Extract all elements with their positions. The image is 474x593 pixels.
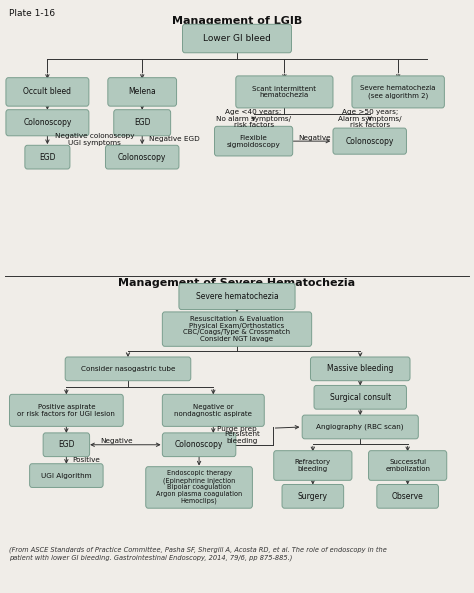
Text: Colonoscopy: Colonoscopy xyxy=(118,152,166,162)
Text: Colonoscopy: Colonoscopy xyxy=(346,136,394,146)
Text: Melena: Melena xyxy=(128,87,156,97)
FancyBboxPatch shape xyxy=(368,451,447,480)
FancyBboxPatch shape xyxy=(108,78,176,106)
Text: Positive: Positive xyxy=(72,457,100,463)
FancyBboxPatch shape xyxy=(162,433,236,457)
FancyBboxPatch shape xyxy=(274,451,352,480)
Text: Management of Severe Hematochezia: Management of Severe Hematochezia xyxy=(118,278,356,288)
Text: EGD: EGD xyxy=(58,440,74,449)
FancyBboxPatch shape xyxy=(105,145,179,169)
FancyBboxPatch shape xyxy=(236,76,333,108)
Text: Age <40 years;
No alarm symptoms/
risk factors: Age <40 years; No alarm symptoms/ risk f… xyxy=(216,109,291,128)
Text: UGI Algorithm: UGI Algorithm xyxy=(41,473,91,479)
FancyBboxPatch shape xyxy=(6,78,89,106)
FancyBboxPatch shape xyxy=(146,467,252,508)
Text: Refractory
bleeding: Refractory bleeding xyxy=(295,459,331,472)
FancyBboxPatch shape xyxy=(377,484,438,508)
FancyBboxPatch shape xyxy=(302,415,418,439)
Text: Successful
embolization: Successful embolization xyxy=(385,459,430,472)
Text: Surgery: Surgery xyxy=(298,492,328,501)
FancyBboxPatch shape xyxy=(314,385,406,409)
FancyBboxPatch shape xyxy=(282,484,344,508)
Text: Plate 1-16: Plate 1-16 xyxy=(9,9,55,18)
FancyBboxPatch shape xyxy=(30,464,103,487)
FancyBboxPatch shape xyxy=(352,76,444,108)
Text: Scant intermittent
hematochezia: Scant intermittent hematochezia xyxy=(252,85,317,98)
Text: Resuscitation & Evaluation
Physical Exam/Orthostatics
CBC/Coags/Type & Crossmatc: Resuscitation & Evaluation Physical Exam… xyxy=(183,316,291,342)
Text: Negative: Negative xyxy=(299,135,331,141)
Text: Age >50 years;
Alarm symptoms/
risk factors: Age >50 years; Alarm symptoms/ risk fact… xyxy=(338,109,401,128)
Text: Negative: Negative xyxy=(100,438,132,444)
Text: EGD: EGD xyxy=(134,118,150,127)
FancyBboxPatch shape xyxy=(310,357,410,381)
Text: Flexible
sigmoidoscopy: Flexible sigmoidoscopy xyxy=(227,135,281,148)
Text: Colonoscopy: Colonoscopy xyxy=(175,440,223,449)
Text: Purge prep: Purge prep xyxy=(217,426,257,432)
Text: Lower GI bleed: Lower GI bleed xyxy=(203,34,271,43)
Text: Positive aspirate
or risk factors for UGI lesion: Positive aspirate or risk factors for UG… xyxy=(18,404,115,417)
FancyBboxPatch shape xyxy=(162,394,264,426)
FancyBboxPatch shape xyxy=(162,312,311,346)
Text: Massive bleeding: Massive bleeding xyxy=(327,364,393,374)
Text: Severe hematochezia: Severe hematochezia xyxy=(196,292,278,301)
FancyBboxPatch shape xyxy=(6,110,89,136)
Text: Occult bleed: Occult bleed xyxy=(23,87,72,97)
FancyBboxPatch shape xyxy=(182,24,292,53)
Text: Persistent
bleeding: Persistent bleeding xyxy=(224,431,260,444)
FancyBboxPatch shape xyxy=(9,394,123,426)
FancyBboxPatch shape xyxy=(25,145,70,169)
Text: (From ASCE Standards of Practice Committee, Pasha SF, Shergill A, Acosta RD, et : (From ASCE Standards of Practice Committ… xyxy=(9,547,387,562)
Text: EGD: EGD xyxy=(39,152,55,162)
Text: Negative or
nondagnostic aspirate: Negative or nondagnostic aspirate xyxy=(174,404,252,417)
Text: Management of LGIB: Management of LGIB xyxy=(172,16,302,25)
Text: Observe: Observe xyxy=(392,492,423,501)
FancyBboxPatch shape xyxy=(179,283,295,310)
FancyBboxPatch shape xyxy=(65,357,191,381)
Text: Colonoscopy: Colonoscopy xyxy=(23,118,72,127)
Text: Negative colonoscopy
UGI symptoms: Negative colonoscopy UGI symptoms xyxy=(55,133,134,146)
FancyBboxPatch shape xyxy=(114,110,171,136)
FancyBboxPatch shape xyxy=(333,128,407,154)
FancyBboxPatch shape xyxy=(214,126,293,156)
Text: Negative EGD: Negative EGD xyxy=(149,136,200,142)
Text: Angiography (RBC scan): Angiography (RBC scan) xyxy=(317,424,404,430)
Text: Endoscopic therapy
(Epinephrine injection
Bipolar coagulation
Argon plasma coagu: Endoscopic therapy (Epinephrine injectio… xyxy=(156,470,242,505)
Text: Consider nasogastric tube: Consider nasogastric tube xyxy=(81,366,175,372)
Text: Surgical consult: Surgical consult xyxy=(329,393,391,402)
FancyBboxPatch shape xyxy=(43,433,90,457)
Text: Severe hematochezia
(see algorithm 2): Severe hematochezia (see algorithm 2) xyxy=(360,85,436,98)
